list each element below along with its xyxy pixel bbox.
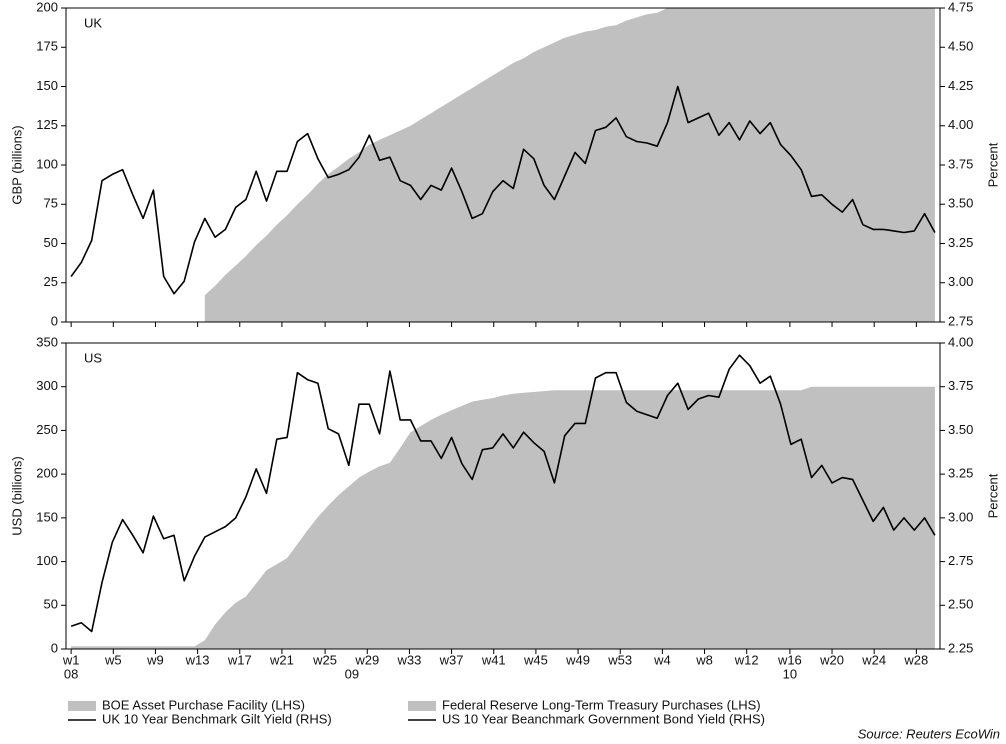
y-axis-title: GBP (billions) <box>9 125 24 204</box>
legend-swatch <box>408 701 436 711</box>
x-tick-label: w28 <box>903 652 928 667</box>
y-axis-title: USD (billions) <box>9 456 24 535</box>
y2-tick-label: 2.75 <box>948 313 973 328</box>
x-tick-label: w16 <box>777 652 802 667</box>
legend-label: Federal Reserve Long-Term Treasury Purch… <box>442 697 761 712</box>
area <box>71 386 935 649</box>
y2-tick-label: 2.25 <box>948 640 973 655</box>
source: Source: Reuters EcoWin <box>858 726 1000 741</box>
y-tick-label: 250 <box>36 422 58 437</box>
y-tick-label: 100 <box>36 553 58 568</box>
x-tick-label: w9 <box>146 652 164 667</box>
x-tick-label: w25 <box>312 652 337 667</box>
y2-tick-label: 4.75 <box>948 0 973 14</box>
x-tick-label: w24 <box>861 652 886 667</box>
x-year-label: 08 <box>64 666 78 681</box>
y2-axis-title: Percent <box>985 473 1000 518</box>
legend-swatch <box>68 701 96 711</box>
x-tick-label: w1 <box>62 652 80 667</box>
y2-axis-title: Percent <box>985 142 1000 187</box>
y-tick-label: 75 <box>44 196 58 211</box>
y2-tick-label: 3.75 <box>948 378 973 393</box>
y-tick-label: 200 <box>36 0 58 14</box>
y2-tick-label: 3.50 <box>948 422 973 437</box>
y2-tick-label: 3.50 <box>948 196 973 211</box>
y2-tick-label: 3.75 <box>948 156 973 171</box>
y2-tick-label: 2.75 <box>948 553 973 568</box>
line <box>70 85 936 295</box>
x-tick-label: w17 <box>227 652 252 667</box>
line <box>70 354 936 633</box>
legend-label: US 10 Year Beanchmark Government Bond Yi… <box>442 711 765 726</box>
y-tick-label: 50 <box>44 235 58 250</box>
y-tick-label: 150 <box>36 78 58 93</box>
y-tick-label: 150 <box>36 509 58 524</box>
y2-tick-label: 3.00 <box>948 274 973 289</box>
y-tick-label: 0 <box>51 313 58 328</box>
y2-tick-label: 4.25 <box>948 78 973 93</box>
y2-tick-label: 3.25 <box>948 466 973 481</box>
y-tick-label: 100 <box>36 156 58 171</box>
panel-label: UK <box>84 15 102 30</box>
y-tick-label: 125 <box>36 117 58 132</box>
x-tick-label: w49 <box>565 652 590 667</box>
x-tick-label: w5 <box>104 652 122 667</box>
y-tick-label: 25 <box>44 274 58 289</box>
x-tick-label: w8 <box>695 652 713 667</box>
x-tick-label: w20 <box>819 652 844 667</box>
y2-tick-label: 4.00 <box>948 117 973 132</box>
y2-tick-label: 3.00 <box>948 509 973 524</box>
plot-frame <box>65 342 941 650</box>
x-tick-label: w13 <box>185 652 210 667</box>
legend-label: BOE Asset Purchase Facility (LHS) <box>102 697 305 712</box>
x-tick-label: w37 <box>439 652 464 667</box>
panel-label: US <box>84 350 102 365</box>
x-tick-label: w41 <box>481 652 506 667</box>
y-tick-label: 0 <box>51 640 58 655</box>
y-tick-label: 175 <box>36 39 58 54</box>
y-tick-label: 350 <box>36 334 58 349</box>
x-year-label: 09 <box>345 666 359 681</box>
x-tick-label: w33 <box>397 652 422 667</box>
y-tick-label: 300 <box>36 378 58 393</box>
x-year-label: 10 <box>783 666 797 681</box>
x-tick-label: w4 <box>653 652 671 667</box>
x-tick-label: w53 <box>607 652 632 667</box>
y2-tick-label: 3.25 <box>948 235 973 250</box>
y2-tick-label: 4.50 <box>948 39 973 54</box>
x-tick-label: w21 <box>269 652 294 667</box>
y-tick-label: 50 <box>44 597 58 612</box>
y2-tick-label: 2.50 <box>948 597 973 612</box>
x-tick-label: w45 <box>523 652 548 667</box>
x-tick-label: w12 <box>734 652 759 667</box>
y-tick-label: 200 <box>36 466 58 481</box>
y2-tick-label: 4.00 <box>948 334 973 349</box>
legend-label: UK 10 Year Benchmark Gilt Yield (RHS) <box>102 711 332 726</box>
x-tick-label: w29 <box>354 652 379 667</box>
